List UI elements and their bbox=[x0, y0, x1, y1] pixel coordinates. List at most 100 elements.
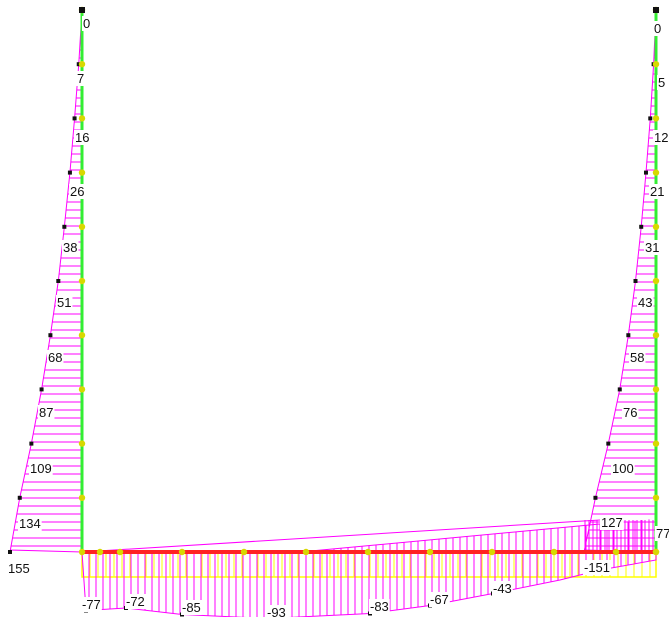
base-moment-upper-line bbox=[299, 523, 601, 553]
left-label-8: 109 bbox=[30, 461, 52, 476]
right-value-point bbox=[593, 495, 598, 500]
left-value-point bbox=[8, 550, 12, 554]
label-background bbox=[7, 561, 31, 576]
left-value-point bbox=[72, 116, 77, 121]
frame-nodes bbox=[78, 6, 660, 556]
left-column-node bbox=[78, 386, 86, 393]
value-labels: 0 7 16 26 38 51 68 87 109 134 155 0 5 12… bbox=[7, 16, 669, 617]
right-label-7: 76 bbox=[623, 405, 637, 420]
label-background bbox=[266, 605, 287, 617]
right-label-2: 12 bbox=[654, 130, 668, 145]
label-background bbox=[611, 461, 635, 476]
right-label-11: -151 bbox=[584, 560, 610, 575]
left-column-node bbox=[78, 60, 86, 68]
base-node bbox=[612, 548, 620, 556]
left-label-2: 16 bbox=[75, 130, 89, 145]
label-background bbox=[125, 594, 146, 609]
label-background bbox=[369, 599, 390, 614]
label-background bbox=[429, 592, 450, 607]
label-background bbox=[181, 600, 202, 615]
left-column-node bbox=[78, 115, 86, 122]
label-background bbox=[56, 295, 73, 310]
right-value-point bbox=[626, 333, 631, 338]
base-label-1: -72 bbox=[126, 594, 145, 609]
left-column-node bbox=[78, 223, 86, 230]
right-label-6: 58 bbox=[630, 350, 644, 365]
right-label-9: 127 bbox=[601, 515, 623, 530]
right-column-node bbox=[652, 386, 660, 393]
base-label-2: -85 bbox=[182, 600, 201, 615]
right-column-node bbox=[652, 440, 660, 447]
left-column-node bbox=[78, 169, 86, 176]
base-node bbox=[302, 548, 310, 556]
right-column-node bbox=[652, 494, 660, 501]
left-label-10: 155 bbox=[8, 561, 30, 576]
base-label-5: -67 bbox=[430, 592, 449, 607]
label-background bbox=[29, 461, 53, 476]
left-value-point bbox=[39, 387, 44, 392]
left-label-0: 0 bbox=[83, 16, 90, 31]
left-column-node bbox=[78, 440, 86, 447]
label-background bbox=[69, 184, 86, 199]
right-moment-outline bbox=[583, 9, 657, 553]
right-value-point bbox=[648, 116, 653, 121]
base-label-6: -43 bbox=[493, 581, 512, 596]
right-top-support bbox=[653, 7, 659, 13]
left-top-support bbox=[79, 7, 85, 13]
left-column-node bbox=[78, 332, 86, 339]
base-node bbox=[240, 548, 248, 556]
right-value-point bbox=[643, 170, 648, 175]
label-background bbox=[76, 71, 86, 86]
right-label-0: 0 bbox=[654, 21, 661, 36]
left-label-7: 87 bbox=[39, 405, 53, 420]
label-background bbox=[74, 130, 91, 145]
left-label-9: 134 bbox=[19, 516, 41, 531]
label-background bbox=[583, 560, 612, 575]
label-background bbox=[655, 526, 669, 541]
left-column-node bbox=[78, 277, 86, 285]
base-label-0: -77 bbox=[82, 597, 101, 612]
right-column-node bbox=[652, 169, 660, 176]
label-background bbox=[38, 405, 55, 420]
left-value-point bbox=[67, 170, 72, 175]
right-label-10: 77 bbox=[656, 526, 669, 541]
left-value-point bbox=[48, 333, 53, 338]
left-moment-outline bbox=[9, 9, 83, 553]
label-background bbox=[600, 515, 624, 530]
frame-members bbox=[80, 10, 658, 554]
base-node bbox=[96, 548, 104, 556]
right-column-node bbox=[652, 332, 660, 339]
left-column-node bbox=[78, 548, 86, 556]
left-label-4: 38 bbox=[63, 240, 77, 255]
right-column-node bbox=[652, 548, 660, 556]
label-background bbox=[82, 16, 92, 31]
left-column-node bbox=[78, 494, 86, 501]
base-node bbox=[364, 548, 372, 556]
right-label-4: 31 bbox=[645, 240, 659, 255]
label-background bbox=[81, 597, 102, 612]
base-node bbox=[116, 548, 124, 556]
right-column-node bbox=[652, 223, 660, 230]
left-value-point bbox=[17, 495, 22, 500]
right-value-point bbox=[606, 441, 611, 446]
left-value-point bbox=[29, 441, 34, 446]
left-label-6: 68 bbox=[48, 350, 62, 365]
left-value-point bbox=[62, 224, 67, 229]
base-node bbox=[426, 548, 434, 556]
base-node bbox=[488, 548, 496, 556]
left-label-3: 26 bbox=[70, 184, 84, 199]
base-label-3: -93 bbox=[267, 605, 286, 617]
right-label-8: 100 bbox=[612, 461, 634, 476]
label-background bbox=[47, 350, 64, 365]
base-node bbox=[550, 548, 558, 556]
right-column-node bbox=[652, 277, 660, 285]
right-value-point bbox=[633, 279, 638, 283]
right-value-point bbox=[639, 224, 644, 229]
label-background bbox=[18, 516, 42, 531]
left-label-1: 7 bbox=[77, 71, 84, 86]
base-moment-upper-line bbox=[81, 519, 601, 553]
label-background bbox=[644, 240, 661, 255]
label-background bbox=[649, 184, 666, 199]
label-background bbox=[622, 405, 639, 420]
